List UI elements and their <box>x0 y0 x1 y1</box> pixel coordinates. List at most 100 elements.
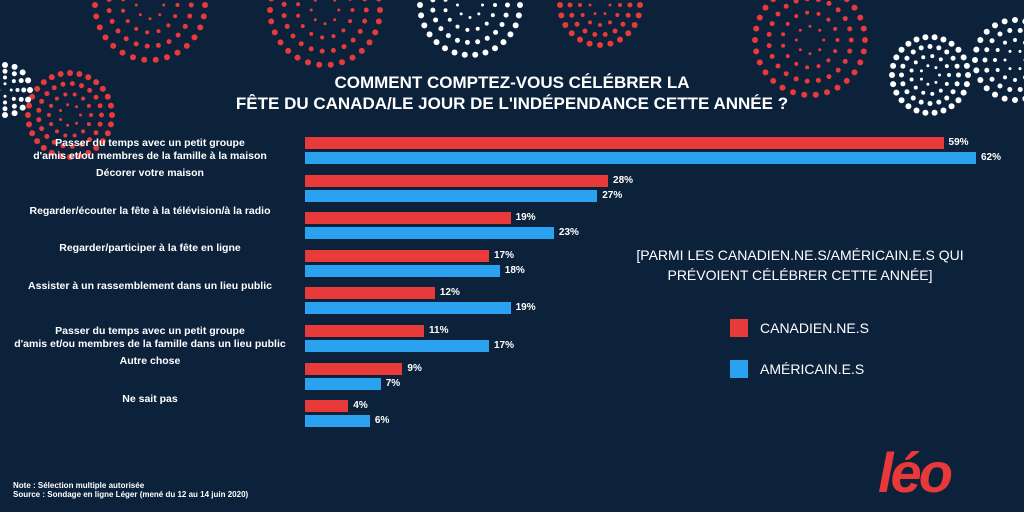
firework-dot <box>762 4 769 11</box>
bar <box>305 377 381 390</box>
data-label: 17% <box>493 249 514 261</box>
firework-dot <box>158 13 162 17</box>
firework-dot <box>456 3 459 7</box>
data-label: 6% <box>374 415 390 427</box>
firework-dot <box>603 12 607 16</box>
firework-dot <box>507 31 514 38</box>
firework-dot <box>793 76 799 82</box>
firework-dot <box>49 103 54 108</box>
firework-dot <box>808 24 812 28</box>
firework-dot <box>889 72 895 78</box>
firework-dot <box>34 138 41 145</box>
firework-dot <box>625 30 632 37</box>
firework-dot <box>2 106 8 112</box>
firework-dot <box>464 39 470 45</box>
firework-dot <box>350 8 355 12</box>
data-label: 28% <box>613 174 634 186</box>
firework-dot <box>372 29 379 36</box>
firework-dot <box>890 81 897 88</box>
firework-dot <box>87 87 93 93</box>
category-label: Passer du temps avec un petit groupe d'am… <box>33 137 267 162</box>
firework-dot <box>955 97 962 104</box>
firework-dot <box>982 57 988 63</box>
firework-dot <box>333 18 337 22</box>
firework-dot <box>900 81 906 87</box>
firework-dot <box>1012 97 1018 103</box>
firework-dot <box>421 22 428 29</box>
firework-dot <box>826 58 831 63</box>
data-label: 18% <box>504 264 525 276</box>
firework-dot <box>582 28 588 34</box>
firework-dot <box>905 103 912 110</box>
firework-dot <box>67 70 73 76</box>
firework-dot <box>913 36 920 43</box>
firework-dot <box>300 24 305 29</box>
firework-dot <box>989 38 995 44</box>
firework-dot <box>21 87 27 93</box>
firework-dot <box>794 14 799 19</box>
firework-dot <box>921 55 926 60</box>
firework-dot <box>109 112 115 118</box>
firework-dot <box>977 77 984 83</box>
firework-dot <box>57 152 64 159</box>
firework-dot <box>1017 27 1023 33</box>
firework-dot <box>323 22 327 26</box>
firework-dot <box>608 20 612 25</box>
firework-dot <box>818 48 822 52</box>
firework-dot <box>477 12 481 16</box>
firework-dot <box>11 79 16 84</box>
firework-dot <box>76 152 83 159</box>
firework-dot <box>927 101 933 106</box>
firework-dot <box>934 66 938 70</box>
bar <box>305 340 489 352</box>
firework-dot <box>860 25 867 32</box>
firework-dot <box>3 94 7 98</box>
firework-dot <box>417 2 423 8</box>
firework-dot <box>39 98 45 104</box>
firework-dot <box>851 69 858 76</box>
firework-dot <box>635 12 642 19</box>
firework-dot <box>815 77 821 83</box>
firework-dot <box>362 18 368 24</box>
bar <box>305 400 349 413</box>
legend-swatch <box>730 360 748 378</box>
firework-dot <box>798 28 802 32</box>
bar <box>305 287 435 300</box>
firework-dot <box>285 47 292 54</box>
firework-dot <box>430 0 436 3</box>
firework-dot <box>517 2 523 8</box>
firework-dot <box>557 2 563 8</box>
firework-dot <box>106 8 112 14</box>
firework-dot <box>19 69 26 76</box>
firework-dot <box>753 25 760 32</box>
firework-dot <box>482 49 489 56</box>
firework-dot <box>898 97 905 104</box>
firework-dot <box>862 37 868 43</box>
bar <box>305 227 554 240</box>
firework-dot <box>268 0 274 2</box>
firework-dot <box>445 33 451 39</box>
firework-dot <box>617 36 623 43</box>
firework-dot <box>992 91 998 98</box>
firework-dot <box>26 102 33 109</box>
firework-dot <box>783 71 789 77</box>
firework-dot <box>948 103 955 110</box>
firework-dot <box>93 94 99 100</box>
firework-dot <box>890 62 897 69</box>
firework-dot <box>121 0 125 2</box>
data-label: 19% <box>515 212 536 224</box>
title-line: FÊTE DU CANADA/LE JOUR DE L'INDÉPENDANCE… <box>235 94 789 113</box>
firework-dot <box>637 2 643 8</box>
firework-dot <box>997 83 1003 89</box>
firework-dot <box>69 81 75 87</box>
firework-dot <box>950 89 956 95</box>
firework-dot <box>893 54 900 61</box>
firework-dot <box>454 37 460 43</box>
firework-dot <box>842 58 848 64</box>
firework-dot <box>790 89 797 96</box>
firework-dot <box>851 4 858 11</box>
firework-dot <box>327 61 334 68</box>
data-label: 62% <box>981 152 1002 163</box>
firework-dot <box>138 13 142 17</box>
firework-dot <box>922 34 929 41</box>
